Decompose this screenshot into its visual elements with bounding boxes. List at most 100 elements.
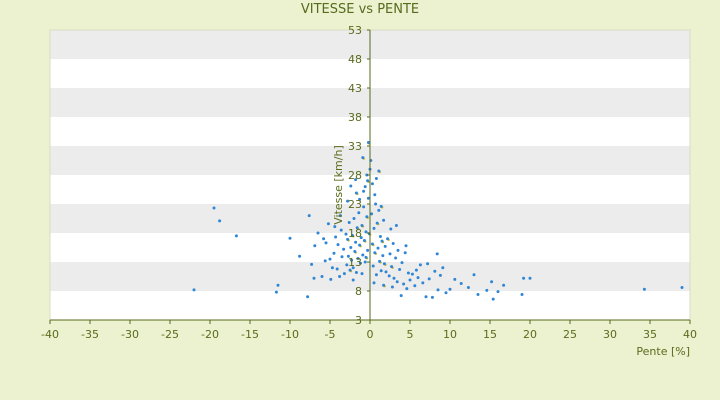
data-point	[392, 276, 396, 280]
data-point	[342, 272, 346, 276]
data-point	[490, 280, 494, 284]
data-point	[360, 272, 364, 276]
data-point	[362, 239, 366, 243]
data-point	[364, 255, 368, 259]
data-point	[322, 237, 326, 241]
x-tick-label: -20	[201, 328, 219, 341]
data-point	[520, 292, 524, 296]
data-point	[366, 141, 370, 145]
data-point	[362, 205, 366, 209]
data-point	[358, 243, 362, 247]
y-tick-label: 23	[348, 198, 362, 211]
data-points	[192, 141, 684, 301]
data-point	[336, 243, 340, 247]
data-point	[382, 283, 386, 287]
y-tick-label: 8	[355, 285, 362, 298]
data-point	[306, 295, 310, 299]
data-point	[406, 271, 410, 275]
data-point	[354, 270, 358, 274]
x-axis-ticks: -40 -35 -30 -25 -20 -15 -10 -5 0 5 10 15 20 25 30 35 40	[41, 320, 697, 341]
data-point	[370, 242, 374, 246]
y-tick-label: 53	[348, 24, 362, 37]
data-point	[396, 248, 400, 252]
data-point	[307, 214, 311, 218]
data-point	[274, 290, 278, 294]
data-point	[370, 182, 374, 186]
data-point	[347, 221, 351, 225]
data-point	[496, 290, 500, 294]
data-point	[346, 254, 350, 258]
data-point	[366, 179, 370, 183]
data-point	[380, 239, 384, 243]
data-point	[354, 191, 358, 195]
data-point	[359, 236, 363, 240]
data-point	[365, 173, 369, 177]
data-point	[403, 251, 407, 255]
data-point	[372, 281, 376, 285]
data-point	[323, 259, 327, 263]
data-point	[339, 228, 343, 232]
data-point	[298, 254, 302, 258]
data-point	[354, 240, 358, 244]
data-point	[391, 241, 395, 245]
data-point	[364, 230, 368, 234]
data-point	[352, 217, 356, 220]
data-point	[363, 260, 367, 264]
data-point	[491, 297, 495, 301]
data-point	[324, 241, 328, 245]
data-point	[358, 261, 362, 265]
data-point	[438, 273, 442, 277]
x-tick-label: 35	[643, 328, 657, 341]
data-point	[383, 244, 387, 248]
data-point	[476, 292, 480, 296]
data-point	[398, 268, 402, 272]
x-tick-label: -25	[161, 328, 179, 341]
x-tick-label: -30	[121, 328, 139, 341]
data-point	[332, 251, 336, 255]
data-point	[404, 244, 408, 248]
data-point	[379, 204, 383, 208]
data-point	[192, 288, 196, 292]
data-point	[416, 276, 420, 280]
data-point	[459, 281, 463, 285]
data-point	[354, 178, 358, 182]
data-point	[435, 252, 439, 256]
data-point	[313, 244, 317, 248]
data-point	[386, 237, 390, 241]
x-tick-label: 20	[523, 328, 537, 341]
data-point	[366, 248, 370, 252]
data-point	[333, 225, 337, 229]
data-point	[382, 218, 386, 222]
data-point	[433, 269, 437, 273]
data-point	[350, 258, 354, 262]
y-tick-label: 3	[355, 314, 362, 327]
data-point	[351, 278, 355, 282]
data-point	[381, 254, 385, 258]
data-point	[335, 267, 339, 271]
data-point	[218, 219, 222, 223]
x-tick-label: -15	[241, 328, 259, 341]
data-point	[340, 255, 344, 259]
data-point	[485, 288, 489, 292]
data-point	[410, 272, 414, 276]
data-point	[371, 264, 375, 268]
data-point	[362, 189, 366, 193]
data-point	[320, 275, 324, 278]
data-point	[338, 214, 342, 218]
data-point	[361, 156, 365, 160]
y-tick-label: 48	[348, 53, 362, 66]
data-point	[351, 266, 355, 270]
data-point	[377, 169, 381, 173]
data-point	[312, 276, 316, 280]
data-point	[330, 266, 334, 270]
data-point	[348, 268, 352, 272]
data-point	[528, 276, 532, 280]
data-point	[276, 283, 280, 287]
data-point	[390, 285, 394, 289]
data-point	[346, 199, 350, 203]
data-point	[372, 226, 376, 230]
x-tick-label: 5	[407, 328, 414, 341]
y-tick-label: 33	[348, 140, 362, 153]
y-axis-title: Vitesse [km/h]	[332, 145, 345, 225]
